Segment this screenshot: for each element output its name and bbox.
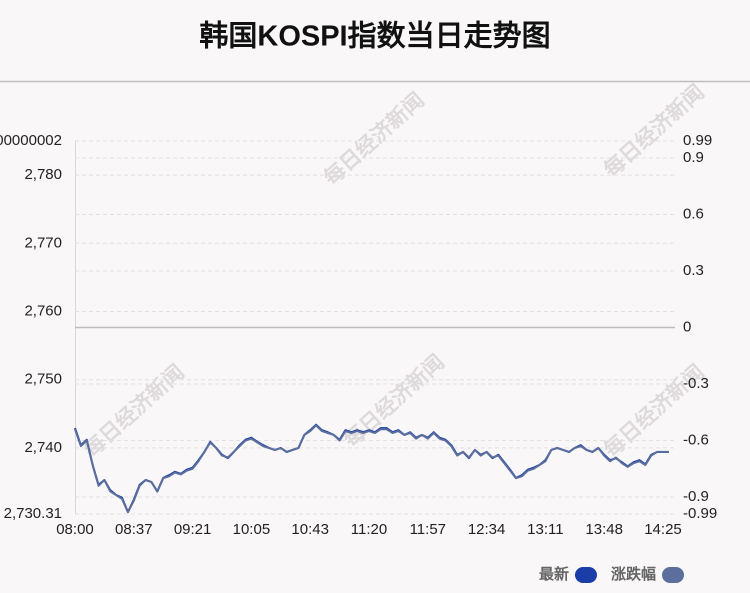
y-tick-label: 2,730.31 [4, 505, 62, 522]
y2-tick-label: 0.3 [683, 262, 704, 279]
y-tick-label: 2,770 [24, 234, 62, 251]
y-tick-label: 2,740 [24, 439, 62, 456]
y2-tick-label: 0.99 [683, 132, 712, 149]
x-tick-label: 11:57 [410, 521, 446, 538]
x-tick-label: 08:00 [56, 521, 94, 538]
y-tick-label: 2,780 [24, 166, 62, 183]
x-tick-label: 09:21 [174, 521, 212, 538]
legend-swatch [662, 567, 684, 583]
y2-tick-label: -0.6 [683, 431, 709, 448]
y2-tick-label: 0 [683, 318, 691, 335]
y-tick-label: 2,785.0000000002 [0, 132, 62, 149]
chart-title: 韩国KOSPI指数当日走势图 [199, 20, 550, 53]
y-tick-label: 2,750 [24, 371, 62, 388]
y2-tick-label: -0.9 [683, 488, 709, 505]
x-tick-label: 10:05 [233, 521, 271, 538]
x-tick-label: 13:48 [585, 521, 623, 538]
x-tick-label: 11:20 [351, 521, 387, 538]
y2-tick-label: 0.6 [683, 205, 704, 222]
x-tick-label: 12:34 [468, 521, 506, 538]
y-tick-label: 2,760 [24, 302, 62, 319]
legend-label: 涨跌幅 [611, 565, 656, 583]
legend-label: 最新 [539, 565, 569, 583]
series-line [74, 424, 669, 514]
x-tick-label: 10:43 [291, 521, 329, 538]
legend-swatch [574, 567, 597, 583]
x-tick-label: 13:11 [527, 521, 563, 538]
x-tick-label: 14:25 [644, 521, 682, 538]
y2-tick-label: -0.3 [683, 375, 709, 392]
x-tick-label: 08:37 [115, 521, 153, 538]
y2-tick-label: 0.9 [683, 149, 704, 166]
y2-tick-label: -0.99 [683, 505, 717, 522]
